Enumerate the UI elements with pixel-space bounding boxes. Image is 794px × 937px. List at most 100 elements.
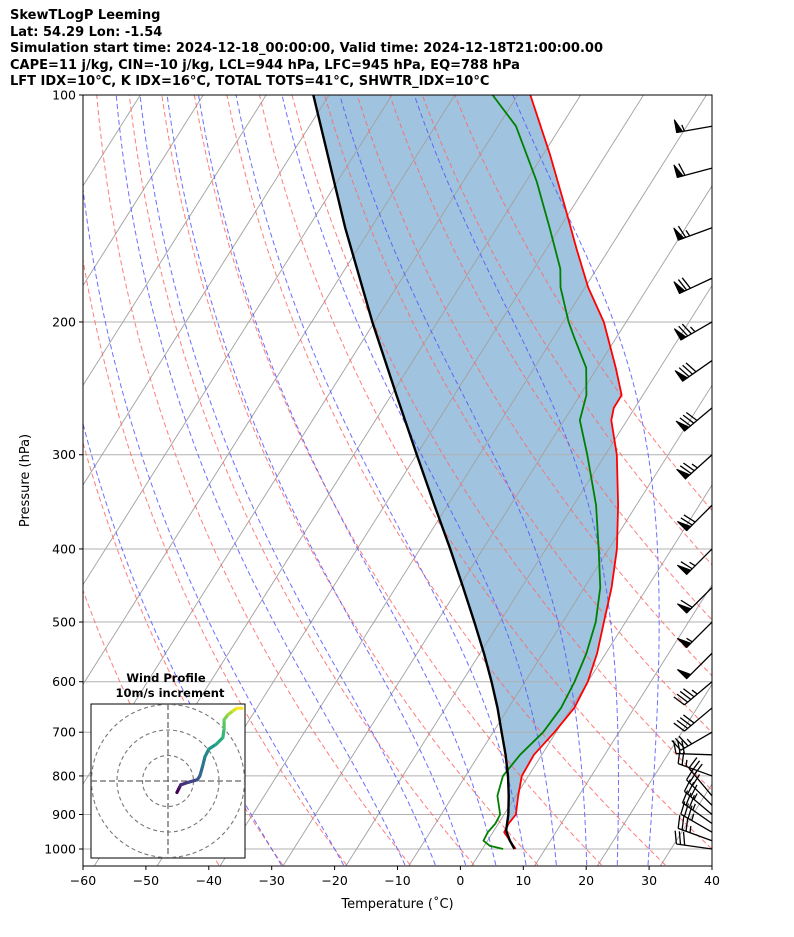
moist-adiabat: [83, 184, 345, 866]
barb-half: [685, 229, 691, 237]
barb-full: [679, 465, 692, 475]
cape-shading: [313, 95, 622, 849]
barb-full: [683, 779, 692, 792]
x-tick-label: −20: [321, 873, 347, 888]
barb-full: [680, 561, 693, 570]
moist-adiabat: [512, 95, 660, 866]
dry-adiabat: [83, 440, 284, 866]
dry-adiabat: [161, 95, 539, 866]
isotherm: [534, 583, 712, 866]
barb-full: [673, 696, 685, 706]
cape-shading-layer: [313, 95, 622, 849]
temperature-line: [503, 95, 623, 850]
barb-shaft: [676, 843, 713, 850]
isotherm: [723, 95, 794, 866]
wind-barb-layer: [671, 119, 713, 850]
barb-flag: [673, 227, 685, 241]
wind-barb: [676, 652, 713, 680]
barb-shaft: [680, 813, 713, 833]
wind-barb: [673, 707, 713, 732]
barb-full: [681, 816, 685, 830]
hodograph-segment: [200, 755, 207, 769]
stability-indices-1: CAPE=11 j/kg, CIN=-10 j/kg, LCL=944 hPa,…: [10, 57, 520, 73]
barb-flag: [674, 370, 689, 382]
barb-full: [677, 815, 681, 829]
barb-full: [681, 277, 691, 289]
barb-full: [678, 163, 686, 176]
hodograph-subtitle: 10m/s increment: [116, 686, 225, 700]
y-tick-label: 1000: [44, 842, 76, 857]
x-tick-label: 10: [515, 873, 531, 888]
isotherm: [0, 95, 15, 866]
barb-flag: [673, 281, 686, 295]
moist-adiabat: [413, 95, 619, 865]
barb-shaft: [684, 790, 713, 815]
isotherm: [0, 95, 77, 866]
barb-full: [678, 735, 689, 747]
barb-full: [688, 795, 695, 808]
barb-flag: [676, 521, 692, 532]
hodograph-title: Wind Profile: [126, 671, 206, 685]
moist-adiabat: [139, 95, 436, 866]
barb-flag: [673, 164, 684, 179]
x-tick-label: −50: [133, 873, 159, 888]
wind-barb: [676, 587, 713, 614]
dry-adiabat: [128, 95, 475, 866]
dry-adiabat: [193, 95, 602, 866]
barb-flag: [676, 637, 692, 649]
barb-shaft: [680, 731, 713, 751]
wind-barb: [673, 321, 713, 341]
barb-full: [682, 364, 693, 375]
barb-full: [679, 417, 691, 427]
barb-full: [682, 414, 695, 424]
barb-full: [677, 740, 681, 754]
barb-flag: [676, 669, 692, 680]
isotherm: [83, 95, 204, 287]
barb-full: [673, 722, 685, 732]
barb-full: [685, 817, 689, 832]
station-coordinates: Lat: 54.29 Lon: -1.54: [10, 24, 163, 40]
x-tick-label: 40: [704, 873, 720, 888]
y-axis-label: Pressure (hPa): [18, 434, 33, 527]
wind-barb: [676, 548, 713, 576]
dry-adiabat: [356, 95, 712, 677]
adiabat-layer: [83, 95, 712, 866]
barb-full: [691, 774, 701, 787]
wind-barb: [673, 681, 713, 706]
isotherm: [282, 185, 712, 866]
barb-full: [682, 831, 686, 846]
wind-barb: [674, 360, 713, 382]
wind-barb: [671, 731, 713, 751]
moist-adiabat: [166, 95, 467, 866]
y-tick-label: 700: [52, 725, 76, 740]
barb-full: [677, 279, 688, 291]
barb-full: [685, 362, 697, 373]
barb-flag: [676, 468, 691, 480]
barb-full: [677, 225, 687, 238]
isotherm: [471, 484, 712, 866]
x-tick-label: −60: [70, 873, 96, 888]
barb-full: [687, 805, 693, 819]
moist-adiabat: [83, 421, 282, 866]
wind-barb: [688, 757, 713, 797]
moist-adiabat: [198, 95, 497, 866]
barb-full: [681, 323, 692, 335]
wind-barb: [676, 454, 713, 480]
barb-half: [685, 759, 688, 767]
barb-full: [671, 740, 682, 751]
dry-adiabat: [83, 256, 347, 866]
x-axis-label: Temperature (˚C): [340, 896, 453, 912]
barb-full: [676, 719, 689, 729]
moist-adiabat: [115, 95, 406, 866]
barb-full: [679, 690, 692, 700]
wind-barb: [676, 504, 713, 532]
y-tick-label: 500: [52, 615, 76, 630]
wind-barb: [676, 621, 713, 649]
y-tick-label: 900: [52, 807, 76, 822]
barb-shaft: [688, 767, 713, 797]
barb-half: [690, 326, 696, 333]
wind-barb: [673, 225, 713, 241]
barb-full: [683, 688, 695, 698]
barb-shaft: [684, 707, 713, 732]
wind-barb: [677, 815, 713, 842]
